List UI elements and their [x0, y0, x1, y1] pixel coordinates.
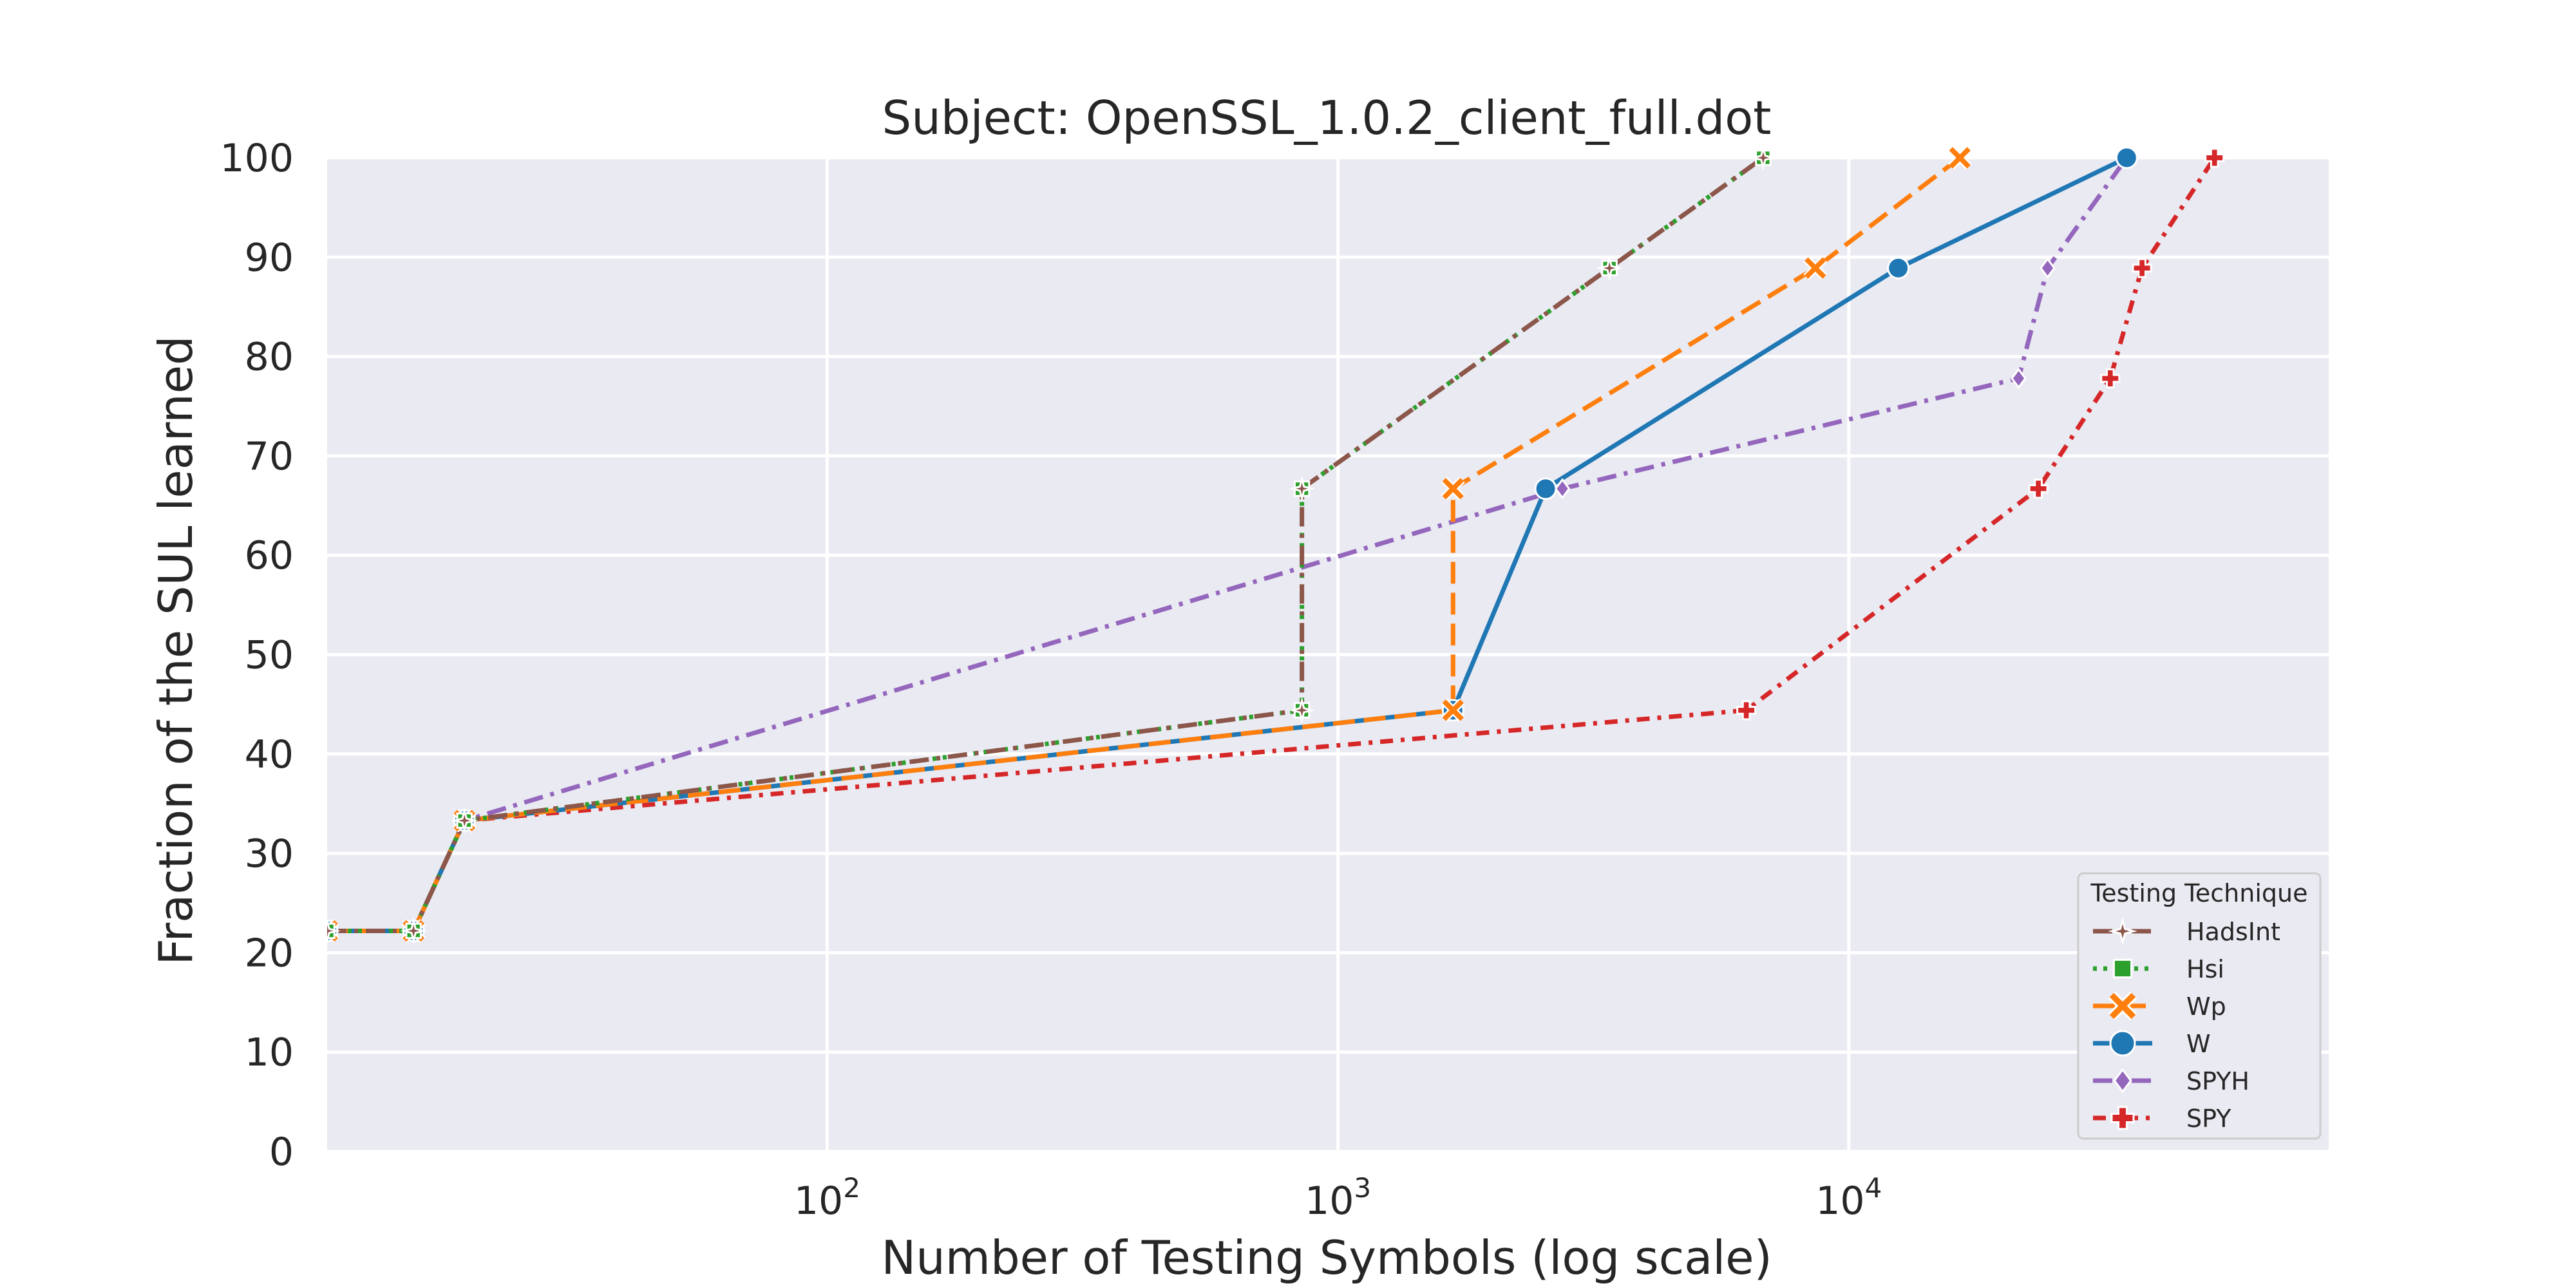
- data-point-hadsint: [451, 807, 478, 835]
- y-tick-label: 40: [245, 732, 294, 777]
- data-point-hadsint: [1288, 475, 1316, 502]
- data-point-w: [1887, 256, 1910, 279]
- data-point-spy: [2028, 478, 2049, 499]
- x-axis-ticks: 102 103 104: [794, 1172, 1882, 1224]
- y-tick-label: 100: [220, 136, 294, 181]
- legend-label: Hsi: [2186, 955, 2224, 983]
- data-point-spyh: [1554, 478, 1571, 500]
- y-axis-ticks: 0 10 20 30 40 50 60 70 80 90 100: [220, 136, 294, 1175]
- y-tick-label: 80: [245, 335, 294, 380]
- data-point-hadsint: [327, 917, 341, 945]
- legend-box: [2077, 872, 2322, 1140]
- x-axis-label: Number of Testing Symbols (log scale): [881, 1231, 1772, 1285]
- data-point-spyh: [2011, 368, 2027, 390]
- data-point-spyh: [2040, 257, 2056, 279]
- data-point-wp: [1441, 698, 1465, 723]
- data-point-hadsint: [1750, 144, 1777, 171]
- y-tick-label: 90: [245, 235, 294, 280]
- y-tick-label: 70: [245, 434, 294, 479]
- legend-label: SPYH: [2186, 1067, 2249, 1095]
- data-point-hadsint: [400, 917, 428, 945]
- y-axis-label: Fraction of the SUL learned: [149, 336, 203, 965]
- y-tick-label: 10: [245, 1030, 294, 1075]
- data-point-wp: [1803, 256, 1828, 280]
- legend-marker-wp: [2108, 991, 2137, 1021]
- legend-marker-spyh: [2113, 1068, 2132, 1094]
- legend-label: SPY: [2186, 1104, 2231, 1133]
- legend-label: Wp: [2186, 992, 2226, 1021]
- x-tick-label: 104: [1815, 1172, 1882, 1224]
- y-tick-label: 30: [245, 831, 294, 876]
- x-tick-label: 102: [794, 1172, 860, 1224]
- legend-marker-w: [2109, 1030, 2136, 1057]
- data-point-w: [2115, 146, 2138, 169]
- series-markers: [327, 144, 2225, 945]
- legend-label: W: [2186, 1030, 2211, 1058]
- gridlines: [327, 156, 2329, 1153]
- data-point-spy: [2100, 368, 2121, 389]
- data-point-spy: [2204, 147, 2225, 168]
- legend-marker-hadsint: [2108, 916, 2137, 946]
- chart-title: Subject: OpenSSL_1.0.2_client_full.dot: [882, 91, 1772, 145]
- x-tick-label: 103: [1305, 1172, 1371, 1224]
- data-point-spy: [1736, 700, 1757, 721]
- data-point-spy: [2132, 258, 2152, 278]
- data-point-wp: [1947, 146, 1972, 170]
- y-tick-label: 0: [269, 1130, 294, 1175]
- y-tick-label: 60: [245, 533, 294, 578]
- data-point-wp: [1441, 477, 1465, 501]
- legend-marker-spy: [2110, 1106, 2135, 1130]
- data-point-hadsint: [1288, 697, 1316, 724]
- legend-title: Testing Technique: [2090, 879, 2307, 907]
- data-point-w: [1534, 477, 1557, 500]
- legend-label: HadsInt: [2186, 918, 2280, 946]
- y-tick-label: 50: [245, 633, 294, 678]
- data-point-hadsint: [1596, 254, 1623, 282]
- y-tick-label: 20: [245, 931, 294, 976]
- legend: Testing Technique HadsInt Hsi Wp W SPYH SPY: [2077, 872, 2322, 1140]
- legend-marker-hsi: [2112, 958, 2133, 979]
